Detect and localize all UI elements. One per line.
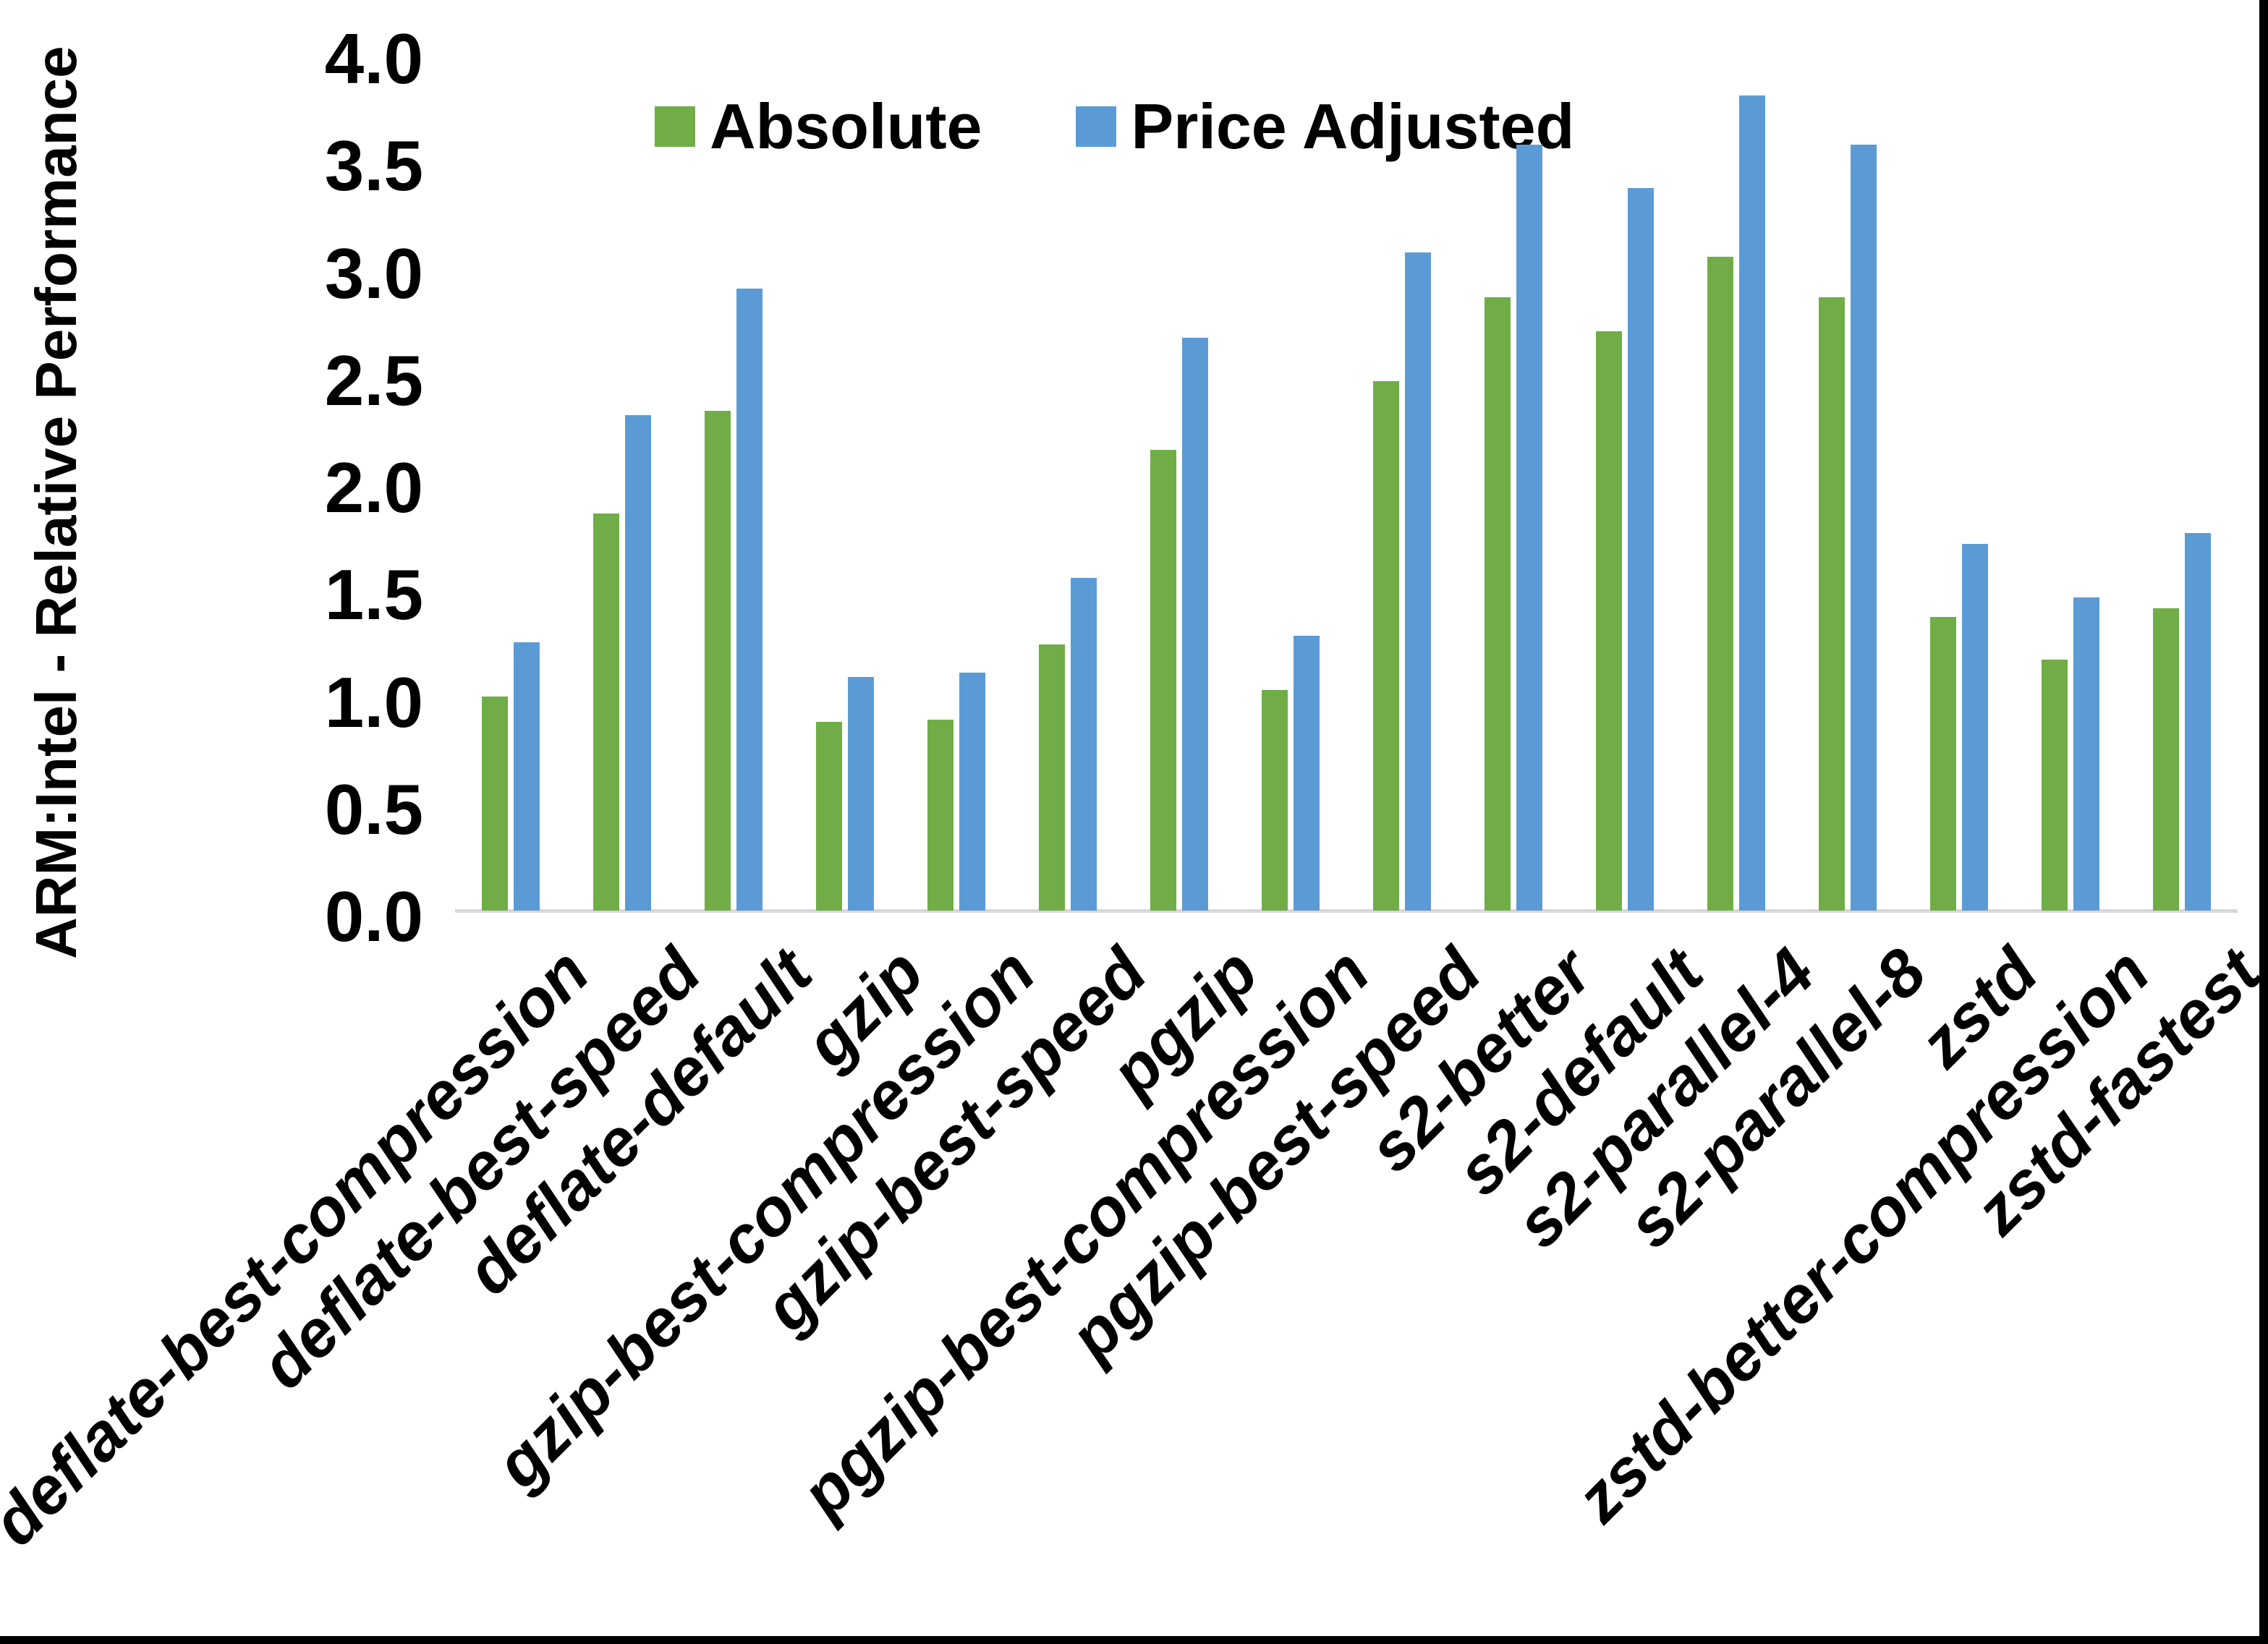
y-tick-label: 4.0	[324, 19, 423, 98]
bar-price-adjusted	[1071, 578, 1097, 911]
bar-absolute	[816, 722, 842, 911]
bar-absolute	[927, 720, 954, 911]
bar-price-adjusted	[1294, 636, 1320, 911]
bar-absolute	[705, 411, 731, 911]
bar-absolute	[1150, 449, 1176, 911]
y-tick-label: 2.0	[324, 448, 423, 527]
bar-price-adjusted	[625, 415, 651, 911]
bar-price-adjusted	[959, 672, 985, 911]
bar-absolute	[2042, 660, 2068, 911]
window-bottom-border	[0, 1636, 2268, 1644]
bar-absolute	[2153, 608, 2179, 911]
bar-price-adjusted	[2185, 533, 2211, 911]
bar-price-adjusted	[1851, 145, 1877, 911]
bar-price-adjusted	[1739, 95, 1765, 911]
legend-swatch-absolute	[655, 106, 695, 147]
bar-price-adjusted	[514, 642, 540, 911]
bar-price-adjusted	[1628, 187, 1654, 911]
bar-absolute	[1262, 689, 1288, 911]
bar-price-adjusted	[2073, 597, 2099, 911]
bar-price-adjusted	[736, 289, 763, 911]
bar-price-adjusted	[1182, 338, 1208, 911]
bar-absolute	[1707, 256, 1733, 911]
bar-absolute	[593, 514, 619, 911]
x-axis-line	[455, 909, 2238, 913]
legend-item-price-adjusted: Price Adjusted	[1076, 90, 1574, 163]
legend-swatch-price-adjusted	[1076, 106, 1117, 147]
bar-price-adjusted	[1962, 543, 1988, 911]
bar-absolute	[1930, 616, 1956, 911]
y-tick-label: 0.0	[324, 877, 423, 956]
bar-price-adjusted	[1405, 252, 1431, 911]
legend-label-absolute: Absolute	[710, 90, 982, 162]
legend-item-absolute: Absolute	[655, 90, 982, 163]
y-tick-label: 3.5	[324, 126, 423, 206]
y-tick-label: 0.5	[324, 769, 423, 849]
window-right-border	[2259, 0, 2268, 1644]
legend-label-price-adjusted: Price Adjusted	[1131, 90, 1575, 162]
bar-absolute	[1819, 297, 1845, 911]
bar-absolute	[1039, 644, 1065, 911]
y-tick-label: 1.5	[324, 555, 423, 635]
y-tick-label: 1.0	[324, 662, 423, 742]
y-tick-label: 3.0	[324, 233, 423, 313]
bar-absolute	[482, 696, 508, 911]
legend: Absolute Price Adjusted	[655, 90, 1574, 163]
bar-price-adjusted	[848, 676, 874, 911]
bar-price-adjusted	[1516, 145, 1542, 911]
y-tick-label: 2.5	[324, 340, 423, 420]
bar-absolute	[1373, 380, 1399, 911]
bar-absolute	[1485, 297, 1511, 911]
bar-absolute	[1596, 331, 1622, 911]
